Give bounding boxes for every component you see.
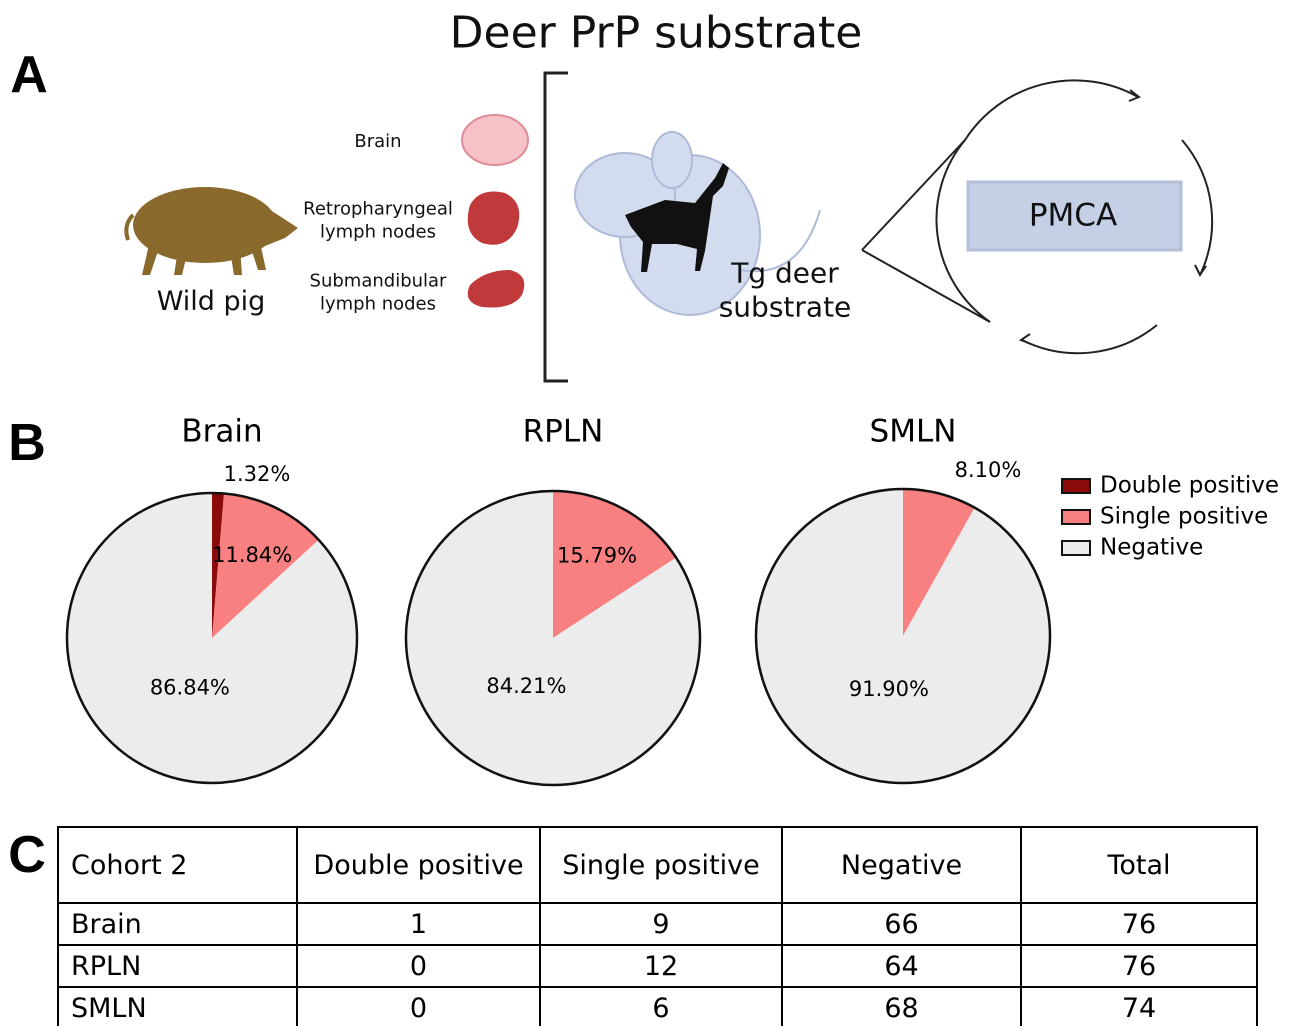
- table-cell: Double positive: [297, 827, 540, 903]
- value-label: 91.90%: [849, 677, 929, 701]
- brain-icon: [462, 115, 528, 165]
- legend-label: Single positive: [1100, 504, 1268, 530]
- table-cell: RPLN: [58, 945, 297, 987]
- value-label: 15.79%: [557, 544, 637, 568]
- figure-title: Deer PrP substrate: [450, 6, 863, 61]
- value-label: 1.32%: [224, 462, 291, 486]
- table-cell: 9: [540, 903, 782, 945]
- panel-label: A: [10, 45, 48, 105]
- panel-label: C: [8, 825, 46, 885]
- legend-swatch: [1062, 541, 1090, 555]
- method-label: PMCA: [1029, 197, 1117, 236]
- table-cell: Cohort 2: [58, 827, 297, 903]
- table-cell: 76: [1021, 945, 1257, 987]
- chart-title: SMLN: [870, 414, 957, 450]
- table-cell: Brain: [58, 903, 297, 945]
- legend-label: Negative: [1100, 535, 1203, 561]
- table-cell: 0: [297, 987, 540, 1026]
- legend-label: Double positive: [1100, 473, 1279, 499]
- table-cell: Total: [1021, 827, 1257, 903]
- table-cell: 6: [540, 987, 782, 1026]
- tissue-label: Submandibular lymph nodes: [310, 271, 447, 316]
- lymph-node-icon: [468, 270, 525, 308]
- table-cell: 68: [782, 987, 1021, 1026]
- table-cell: Single positive: [540, 827, 782, 903]
- value-label: 84.21%: [486, 674, 566, 698]
- table-cell: Negative: [782, 827, 1021, 903]
- tissue-label: Brain: [354, 131, 401, 154]
- tissue-label: Retropharyngeal lymph nodes: [303, 199, 453, 244]
- wild-pig-icon: [126, 187, 298, 275]
- value-label: 86.84%: [150, 675, 230, 699]
- table-cell: 64: [782, 945, 1021, 987]
- substrate-label: Tg deer substrate: [719, 256, 852, 323]
- table-cell: 12: [540, 945, 782, 987]
- value-label: 11.84%: [212, 543, 292, 567]
- figure: Brain 1.32% 11.84% 86.84% RPLN 15.79% 84.21% SM…: [0, 0, 1293, 1026]
- lymph-node-icon: [468, 192, 520, 245]
- source-label: Wild pig: [157, 285, 266, 319]
- chart-title: RPLN: [523, 414, 604, 450]
- table-cell: 74: [1021, 987, 1257, 1026]
- table-cell: 66: [782, 903, 1021, 945]
- bracket: [545, 73, 568, 381]
- pie-slice: [756, 489, 1050, 783]
- table-cell: 1: [297, 903, 540, 945]
- legend-swatch: [1062, 510, 1090, 524]
- panel-label: B: [8, 413, 46, 473]
- legend-swatch: [1062, 479, 1090, 493]
- table-cell: SMLN: [58, 987, 297, 1026]
- chart-title: Brain: [181, 414, 262, 450]
- table-cell: 76: [1021, 903, 1257, 945]
- value-label: 8.10%: [955, 458, 1022, 482]
- table-cell: 0: [297, 945, 540, 987]
